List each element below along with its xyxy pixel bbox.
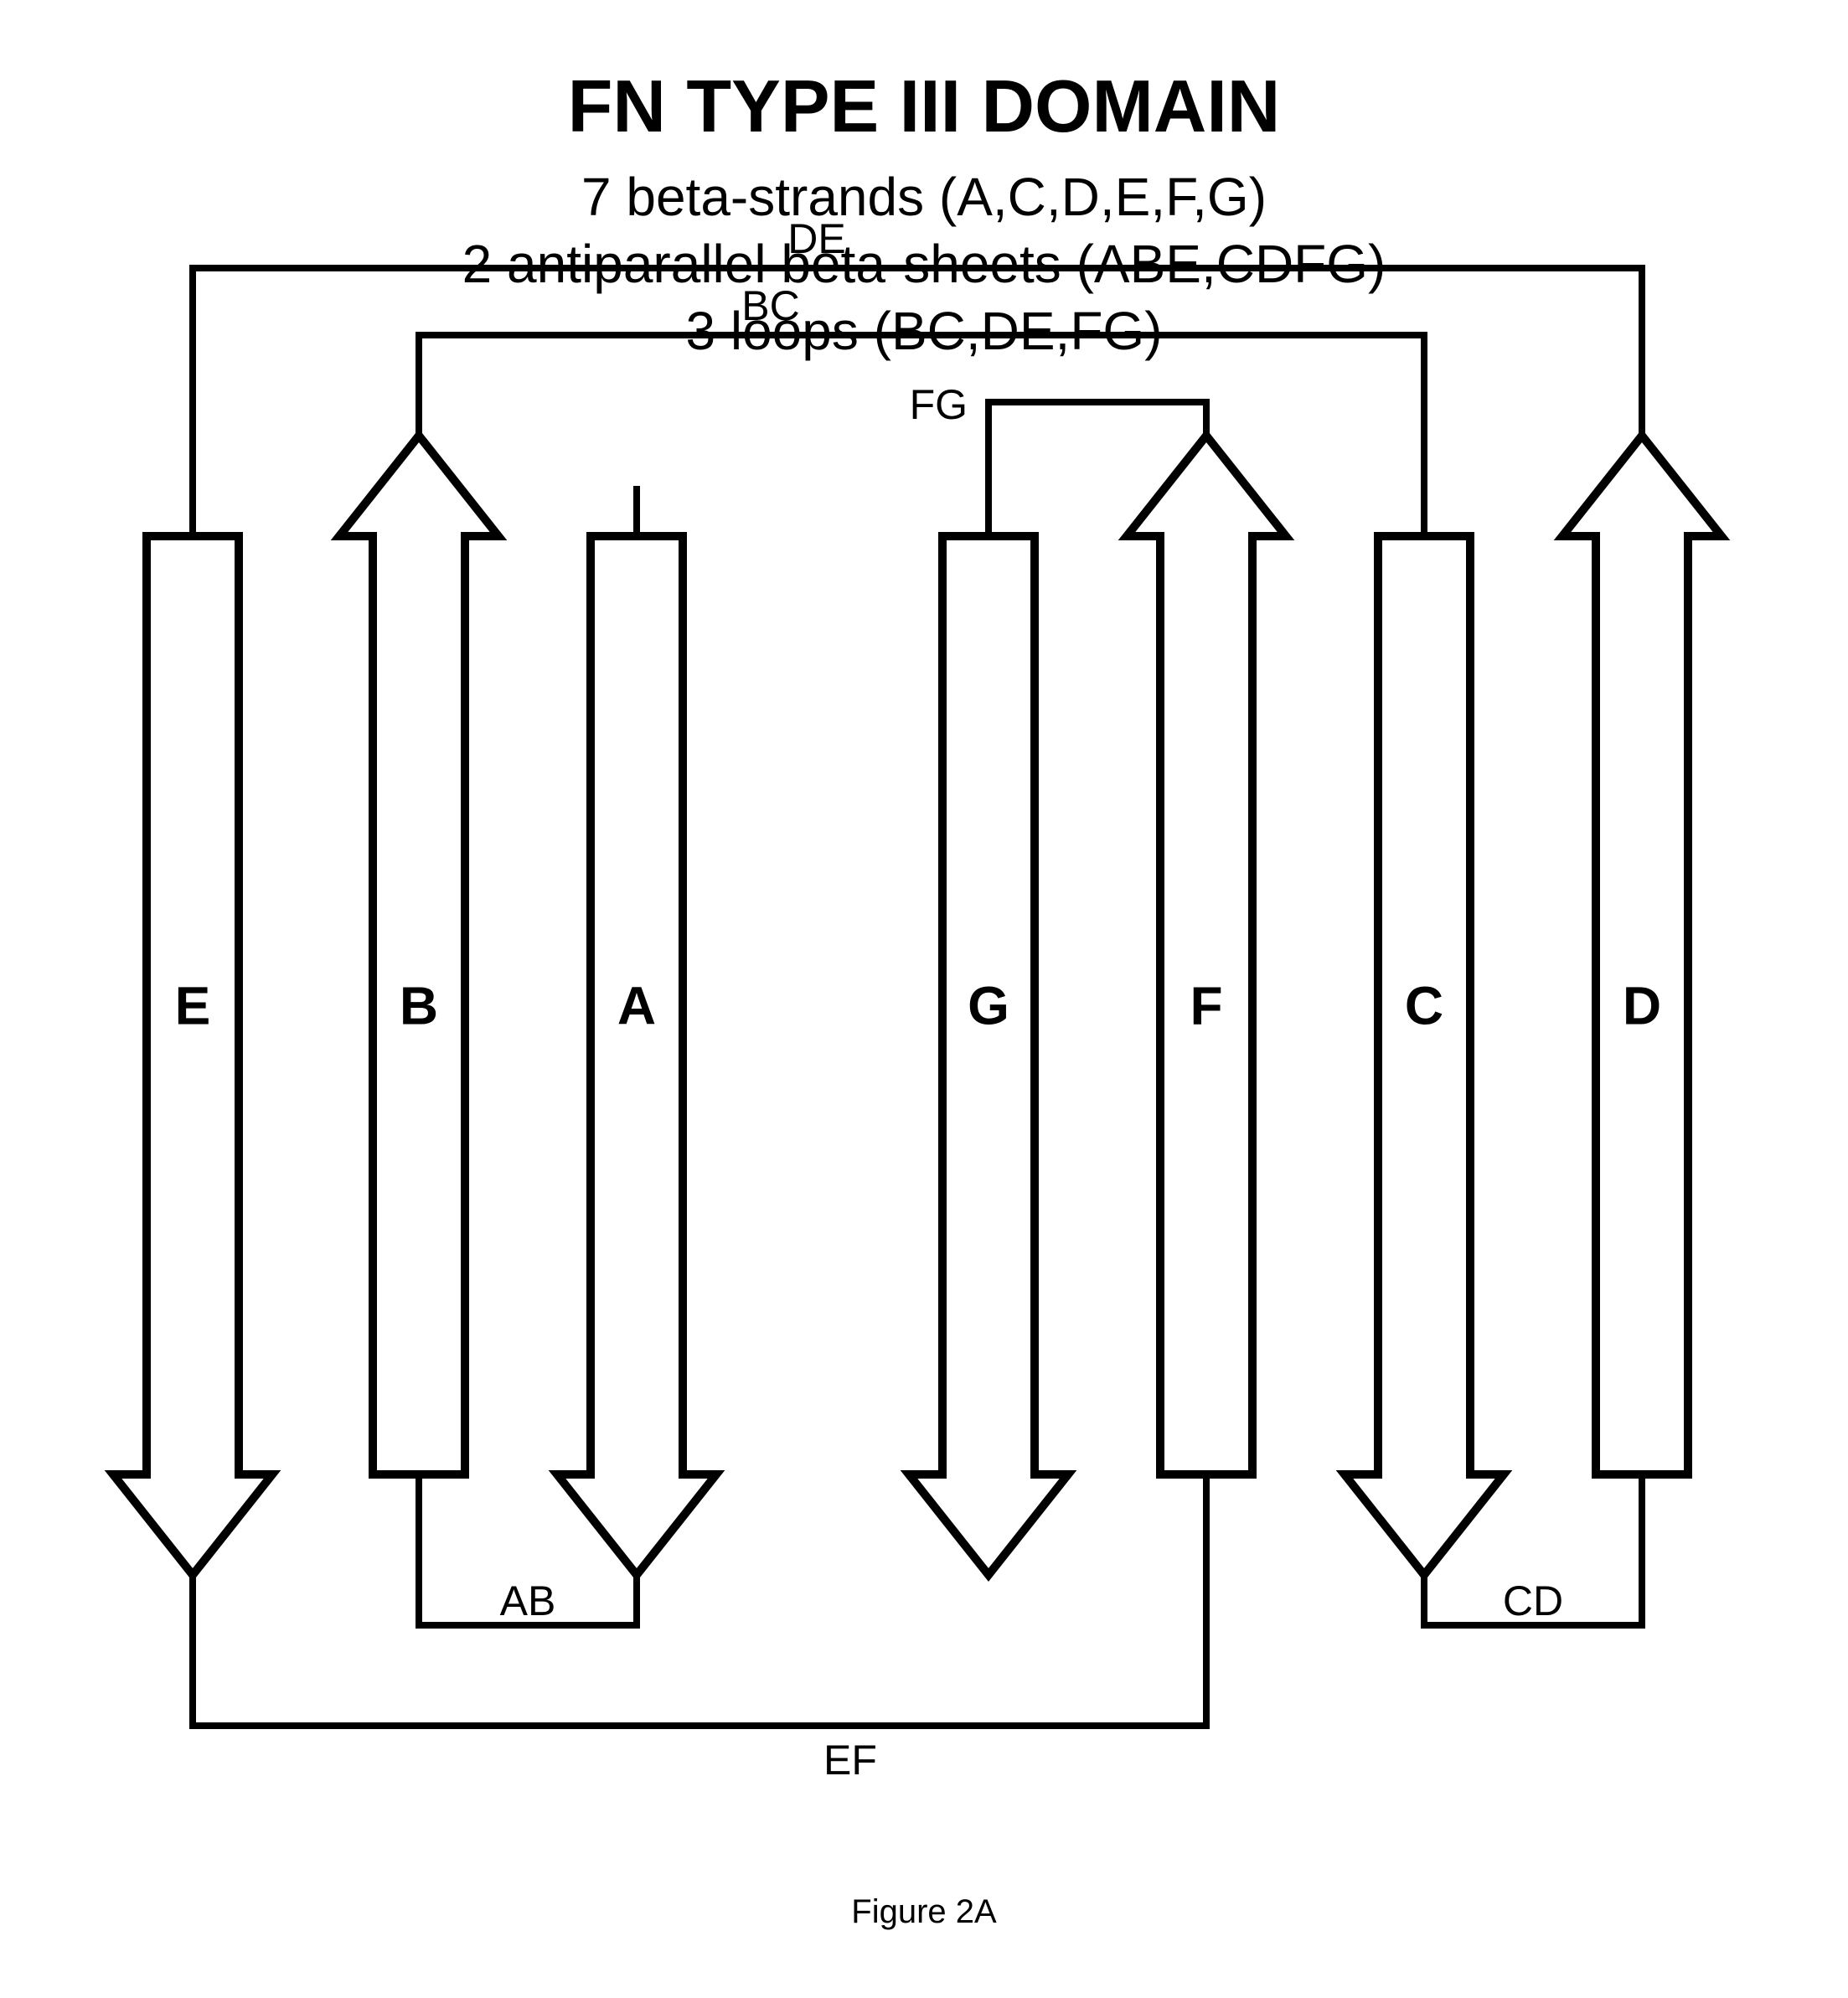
strand-d: [1562, 436, 1722, 1474]
loop-label-de: DE: [787, 215, 845, 262]
strand-b: [339, 436, 498, 1474]
fn3-diagram: EBAGFCDABBCCDDEEFFG: [0, 0, 1848, 1998]
strand-label-g: G: [968, 975, 1009, 1035]
strand-label-d: D: [1623, 975, 1661, 1035]
strand-a: [557, 536, 716, 1575]
strand-f: [1127, 436, 1286, 1474]
loop-label-ef: EF: [823, 1737, 877, 1784]
strand-c: [1345, 536, 1504, 1575]
page: FN TYPE III DOMAIN 7 beta-strands (A,C,D…: [0, 0, 1848, 1998]
loop-label-bc: BC: [741, 282, 799, 329]
strand-label-c: C: [1405, 975, 1443, 1035]
loop-label-fg: FG: [910, 381, 968, 428]
strand-label-f: F: [1190, 975, 1222, 1035]
loop-ef: [193, 1474, 1206, 1726]
loop-bc: [419, 335, 1424, 536]
strand-g: [909, 536, 1068, 1575]
strand-label-a: A: [617, 975, 656, 1035]
strand-e: [113, 536, 272, 1575]
loop-label-ab: AB: [500, 1577, 556, 1624]
strand-label-b: B: [400, 975, 438, 1035]
strands: [113, 436, 1722, 1575]
loop-label-cd: CD: [1503, 1577, 1563, 1624]
strand-label-e: E: [175, 975, 211, 1035]
figure-caption: Figure 2A: [0, 1893, 1848, 1931]
